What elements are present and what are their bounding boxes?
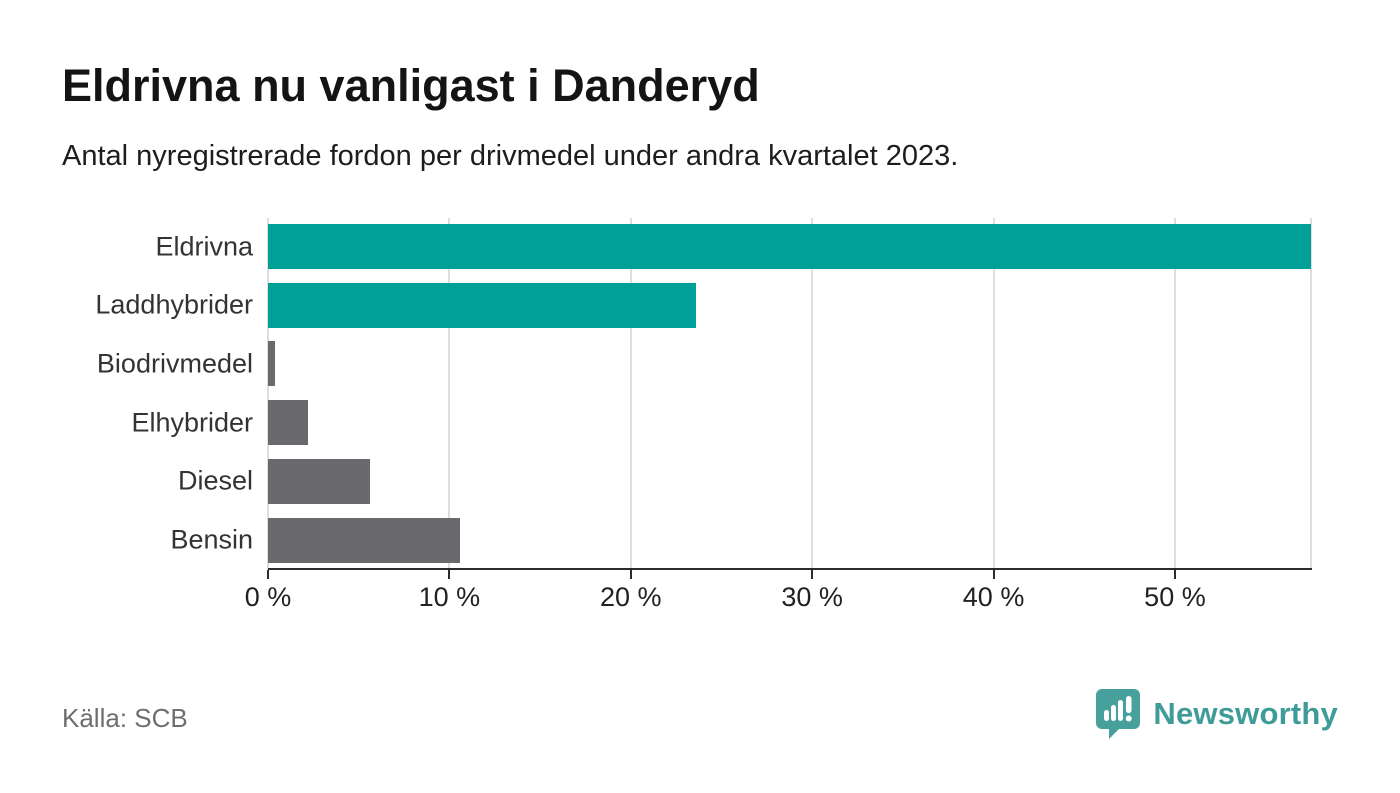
gridline bbox=[448, 218, 451, 570]
x-axis-tick bbox=[629, 570, 632, 579]
category-label-eldrivna: Eldrivna bbox=[155, 231, 253, 261]
bar-laddhybrider bbox=[268, 282, 697, 328]
bar-eldrivna bbox=[268, 224, 1311, 269]
plot-area: Eldrivna Laddhybrider Biodrivmedel Elhybrid… bbox=[95, 218, 1312, 612]
x-axis-tick bbox=[992, 570, 995, 579]
x-axis-tick bbox=[267, 570, 269, 579]
gridline-right-edge bbox=[1310, 218, 1312, 570]
gridline bbox=[1173, 218, 1176, 570]
x-axis-tick-label: 30 % bbox=[781, 582, 843, 612]
x-axis-tick-label: 50 % bbox=[1144, 582, 1206, 612]
category-label-elhybrider: Elhybrider bbox=[131, 407, 253, 438]
newsworthy-logo: Newsworthy bbox=[1095, 688, 1338, 740]
source-note: Källa: SCB bbox=[62, 703, 188, 733]
chart-subtitle: Antal nyregistrerade fordon per drivmede… bbox=[62, 140, 959, 172]
x-axis-tick-label: 0 % bbox=[244, 582, 292, 612]
x-axis-tick bbox=[448, 570, 451, 579]
x-axis-tick bbox=[1173, 570, 1176, 579]
x-axis-tick bbox=[811, 570, 814, 579]
x-axis-tick-label: 10 % bbox=[418, 582, 481, 612]
category-label-laddhybrider: Laddhybrider bbox=[95, 289, 253, 320]
category-label-diesel: Diesel bbox=[177, 465, 253, 496]
newsworthy-bubble-chart-icon bbox=[1095, 688, 1141, 740]
gridline bbox=[629, 218, 632, 570]
page-title: Eldrivna nu vanligast i Danderyd bbox=[62, 60, 760, 111]
x-axis-tick-label: 20 % bbox=[600, 582, 662, 612]
bar-elhybrider bbox=[268, 400, 308, 446]
gridline bbox=[811, 218, 814, 570]
category-label-biodrivmedel: Biodrivmedel bbox=[96, 348, 253, 379]
bar-biodrivmedel bbox=[268, 341, 276, 387]
x-axis-line bbox=[268, 568, 1312, 570]
x-axis-tick-label: 40 % bbox=[962, 582, 1025, 612]
gridline bbox=[267, 218, 269, 570]
category-label-bensin: Bensin bbox=[170, 524, 253, 555]
newsworthy-wordmark: Newsworthy bbox=[1153, 696, 1338, 731]
bar-bensin bbox=[268, 517, 461, 563]
bar-diesel bbox=[268, 458, 370, 504]
gridline bbox=[992, 218, 995, 570]
